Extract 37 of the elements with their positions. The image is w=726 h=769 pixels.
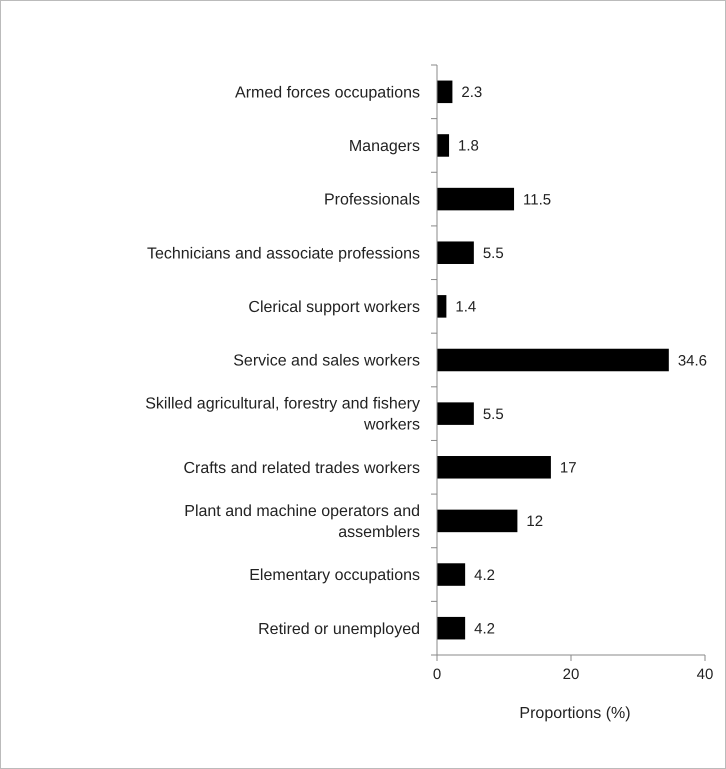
- bar: [437, 456, 551, 479]
- bar: [437, 241, 474, 264]
- y-tick-label: Professionals: [324, 192, 420, 209]
- x-tick-label: 40: [696, 666, 714, 683]
- bar: [437, 510, 518, 532]
- data-label: 1.8: [458, 138, 479, 155]
- data-label: 5.5: [482, 406, 504, 423]
- y-tick-label: Retired or unemployed: [258, 620, 420, 638]
- bar: [437, 295, 446, 318]
- data-label: 17: [560, 460, 577, 477]
- y-tick-label: Skilled agricultural, forestry and fishery workers: [145, 396, 420, 434]
- y-tick-label: Clerical support workers: [248, 298, 420, 316]
- y-tick-label: Armed forces occupations: [235, 84, 420, 102]
- data-label: 5.5: [482, 244, 504, 262]
- y-tick-label: Elementary occupations: [249, 567, 420, 584]
- y-tick-label: Managers: [348, 138, 420, 156]
- bar: [437, 402, 474, 425]
- data-label: 34.6: [678, 352, 708, 370]
- bar: [437, 80, 452, 104]
- data-label: 4.2: [474, 566, 495, 584]
- x-tick-label: 0: [432, 666, 442, 683]
- bar: [437, 188, 514, 210]
- data-label: 2.3: [461, 84, 482, 102]
- data-label: 4.2: [474, 620, 495, 638]
- bar: [437, 563, 466, 586]
- data-label: 12: [526, 513, 544, 530]
- bar: [437, 616, 466, 640]
- y-tick-label: Plant and machine operators and assemblers: [184, 503, 420, 542]
- bar: [437, 134, 450, 157]
- y-tick-label: Technicians and associate professions: [146, 245, 420, 262]
- x-axis-title: Proportions (%): [519, 705, 631, 722]
- x-tick-label: 20: [562, 666, 580, 683]
- y-tick-label: Crafts and related trades workers: [183, 460, 420, 477]
- data-label: 1.4: [455, 298, 476, 316]
- y-tick-label: Service and sales workers: [233, 352, 420, 370]
- data-label: 11.5: [523, 191, 552, 208]
- bar: [437, 348, 669, 372]
